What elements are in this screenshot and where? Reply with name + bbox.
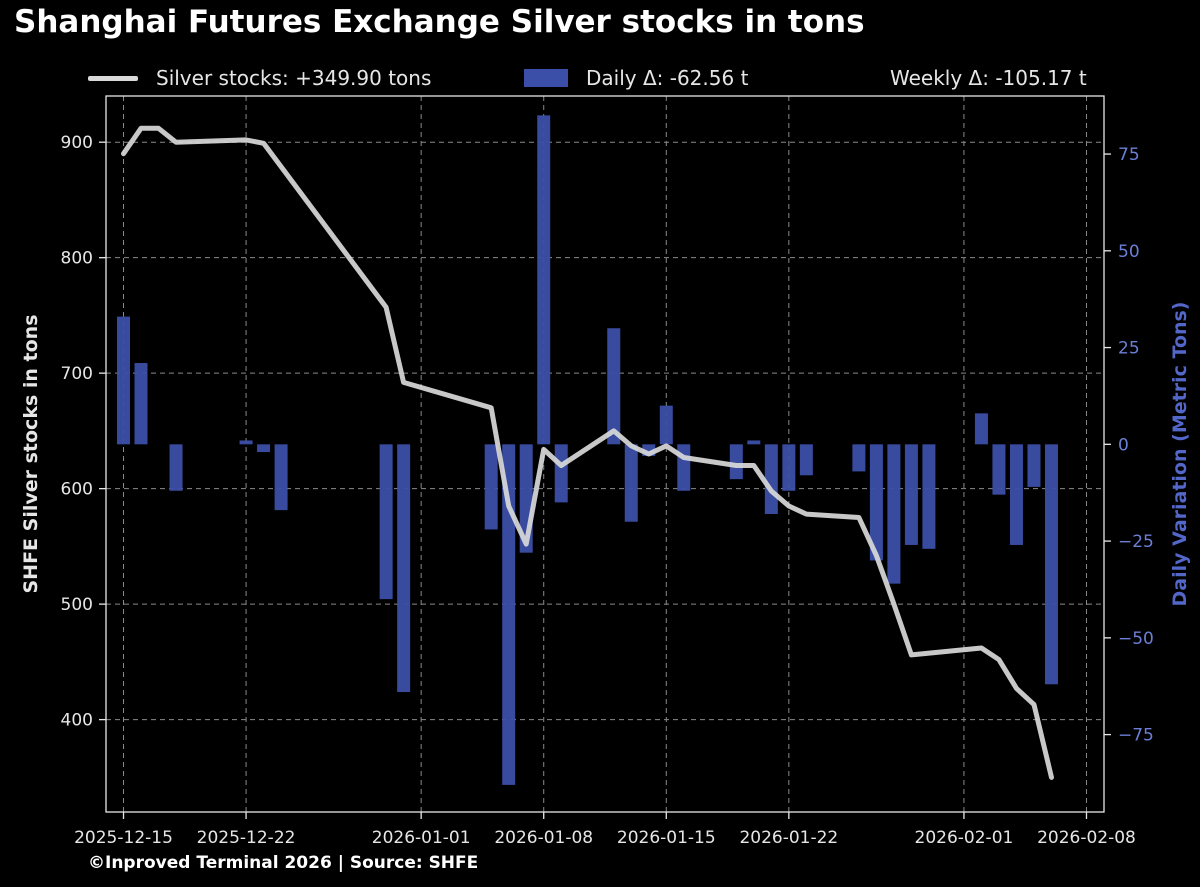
right-tick-label: −75	[1118, 726, 1154, 746]
right-tick-label: 50	[1118, 242, 1140, 262]
bar	[887, 444, 901, 584]
left-tick-label: 400	[61, 711, 93, 731]
left-tick-label: 800	[61, 249, 93, 269]
x-tick-label: 2026-01-22	[739, 828, 838, 848]
left-axis-label: SHFE Silver stocks in tons	[20, 314, 42, 593]
right-tick-label: 25	[1118, 339, 1140, 359]
bar	[537, 115, 551, 445]
bar	[169, 444, 183, 491]
left-tick-label: 600	[61, 480, 93, 500]
bar	[677, 444, 691, 491]
bar	[1027, 444, 1041, 487]
footer-source: ©Inproved Terminal 2026 | Source: SHFE	[88, 853, 479, 873]
x-tick-label: 2026-01-15	[617, 828, 716, 848]
bar	[607, 328, 621, 445]
bar	[922, 444, 936, 549]
legend-item-weekly: Weekly Δ: -105.17 t	[890, 62, 1087, 94]
left-tick-label: 900	[61, 133, 93, 153]
right-tick-label: −25	[1118, 532, 1154, 552]
right-tick-label: 75	[1118, 145, 1140, 165]
left-tick-label: 500	[61, 595, 93, 615]
bar	[1044, 444, 1058, 685]
legend-item-stocks: Silver stocks: +349.90 tons	[88, 62, 431, 94]
bar	[484, 444, 498, 530]
left-tick-label: 700	[61, 364, 93, 384]
x-tick-label: 2025-12-15	[74, 828, 173, 848]
bar	[1009, 444, 1023, 545]
x-tick-label: 2026-01-01	[372, 828, 471, 848]
legend-weekly-label: Weekly Δ: -105.17 t	[890, 66, 1087, 90]
right-axis-label: Daily Variation (Metric Tons)	[1169, 302, 1191, 607]
bar	[659, 405, 673, 445]
bar	[852, 444, 866, 472]
bar	[642, 444, 656, 456]
x-tick-label: 2026-02-01	[915, 828, 1014, 848]
bar	[134, 363, 148, 445]
bar	[117, 316, 131, 445]
bar	[974, 413, 988, 445]
x-tick-label: 2026-01-08	[494, 828, 593, 848]
bar	[274, 444, 288, 511]
bar	[397, 444, 411, 693]
legend-stocks-label: Silver stocks: +349.90 tons	[156, 66, 432, 90]
bar	[782, 444, 796, 491]
chart-title: Shanghai Futures Exchange Silver stocks …	[14, 4, 865, 40]
series-line	[121, 125, 1054, 780]
bar	[799, 444, 813, 476]
bar	[257, 444, 271, 453]
x-tick-label: 2026-02-08	[1037, 828, 1136, 848]
bar	[624, 444, 638, 522]
legend-bar-swatch	[524, 69, 568, 87]
legend-line-swatch	[88, 75, 138, 81]
right-tick-label: −50	[1118, 629, 1154, 649]
bar	[747, 440, 761, 445]
x-tick-label: 2025-12-22	[197, 828, 296, 848]
bar	[729, 444, 743, 480]
bar	[904, 444, 918, 545]
plot-frame	[105, 95, 1105, 813]
bar	[239, 440, 253, 445]
bar	[869, 444, 883, 561]
bar	[502, 444, 516, 785]
legend: Silver stocks: +349.90 tons Daily Δ: -62…	[0, 62, 1200, 94]
bar	[554, 444, 568, 503]
legend-daily-label: Daily Δ: -62.56 t	[586, 66, 749, 90]
bar	[379, 444, 393, 600]
right-tick-label: 0	[1118, 435, 1129, 455]
bar	[764, 444, 778, 514]
legend-item-daily: Daily Δ: -62.56 t	[524, 62, 748, 94]
bar	[992, 444, 1006, 495]
